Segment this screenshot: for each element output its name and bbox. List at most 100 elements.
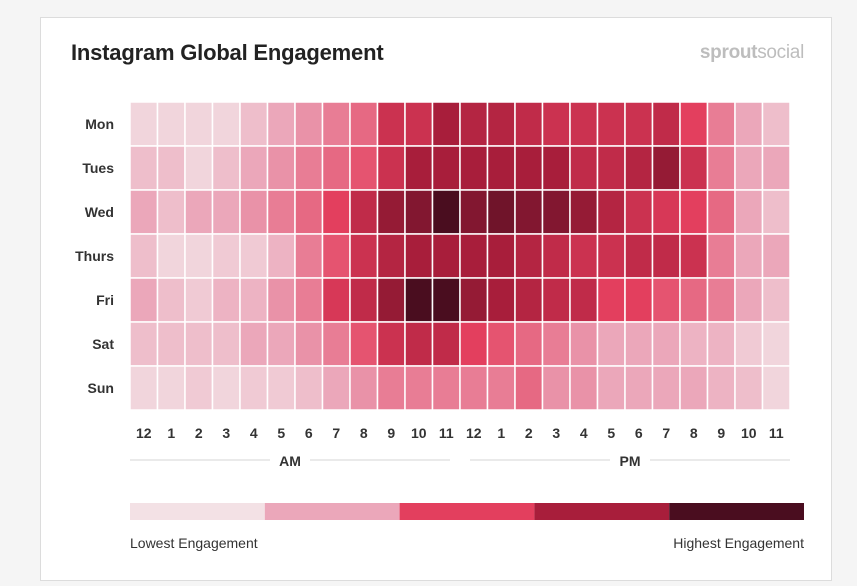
heatmap-cell	[129, 365, 159, 411]
hour-label: 6	[635, 425, 643, 441]
heatmap-cell	[514, 145, 544, 191]
heatmap-cell	[184, 365, 214, 411]
heatmap-cell	[321, 277, 351, 323]
heatmap-cell	[596, 101, 626, 147]
heatmap-cell	[404, 277, 434, 323]
heatmap-cell	[486, 365, 516, 411]
heatmap-cell	[349, 189, 379, 235]
heatmap-cell	[266, 145, 296, 191]
heatmap-cell	[349, 233, 379, 279]
heatmap-cell	[651, 277, 681, 323]
heatmap-cell	[706, 233, 736, 279]
heatmap-cell	[239, 145, 269, 191]
heatmap-cell	[156, 321, 186, 367]
heatmap-cell	[129, 233, 159, 279]
heatmap-cell	[294, 101, 324, 147]
heatmap-cell	[376, 101, 406, 147]
heatmap-cell	[376, 233, 406, 279]
heatmap-cell	[651, 145, 681, 191]
day-label: Fri	[96, 292, 114, 308]
heatmap-cell	[239, 277, 269, 323]
heatmap-cell	[541, 145, 571, 191]
period-label-bg	[270, 450, 310, 470]
brand-logo-regular: social	[757, 42, 804, 63]
heatmap-cell	[486, 101, 516, 147]
hour-label: 5	[607, 425, 615, 441]
heatmap-cell	[541, 233, 571, 279]
heatmap-cell	[321, 233, 351, 279]
heatmap-cell	[459, 189, 489, 235]
heatmap-cell	[734, 277, 764, 323]
heatmap-cell	[211, 277, 241, 323]
hour-label: 7	[662, 425, 670, 441]
heatmap-cell	[706, 321, 736, 367]
heatmap-cell	[761, 365, 791, 411]
hour-label: 1	[497, 425, 505, 441]
heatmap-cell	[349, 101, 379, 147]
heatmap-cell	[211, 189, 241, 235]
heatmap-cell	[321, 365, 351, 411]
hour-label: 9	[717, 425, 725, 441]
heatmap-cell	[486, 189, 516, 235]
heatmap-cell	[404, 145, 434, 191]
heatmap-cell	[624, 233, 654, 279]
heatmap-cell	[349, 321, 379, 367]
heatmap-cell	[376, 145, 406, 191]
heatmap-cell	[459, 365, 489, 411]
heatmap-cell	[459, 277, 489, 323]
heatmap-cell	[679, 365, 709, 411]
heatmap-cell	[459, 145, 489, 191]
heatmap-cell	[184, 321, 214, 367]
heatmap-cell	[514, 365, 544, 411]
heatmap-cell	[624, 321, 654, 367]
heatmap-cell	[211, 101, 241, 147]
period-label-bg	[610, 450, 650, 470]
heatmap-cell	[541, 321, 571, 367]
heatmap-cell	[431, 365, 461, 411]
heatmap-cell	[596, 189, 626, 235]
heatmap-cell	[651, 189, 681, 235]
heatmap-cell	[706, 189, 736, 235]
heatmap-cell	[321, 189, 351, 235]
heatmap-cell	[706, 101, 736, 147]
heatmap-cell	[349, 365, 379, 411]
heatmap-cell	[321, 145, 351, 191]
day-label: Wed	[85, 204, 114, 220]
heatmap-cell	[266, 233, 296, 279]
heatmap-cell	[376, 189, 406, 235]
hour-label: 2	[525, 425, 533, 441]
heatmap-cell	[679, 321, 709, 367]
heatmap-cell	[129, 321, 159, 367]
heatmap-cell	[129, 101, 159, 147]
heatmap-cell	[459, 233, 489, 279]
heatmap-cell	[294, 321, 324, 367]
heatmap-cell	[156, 189, 186, 235]
heatmap-cell	[734, 145, 764, 191]
heatmap-cell	[266, 365, 296, 411]
heatmap-cell	[156, 101, 186, 147]
heatmap-cell	[129, 277, 159, 323]
heatmap-cell	[569, 101, 599, 147]
heatmap-cell	[679, 233, 709, 279]
heatmap-cell	[321, 101, 351, 147]
brand-logo: sproutsocial	[700, 42, 804, 64]
heatmap-cell	[156, 365, 186, 411]
heatmap-cell	[404, 365, 434, 411]
day-label: Sun	[88, 380, 114, 396]
hour-label: 11	[439, 425, 454, 441]
hour-label: 6	[305, 425, 313, 441]
heatmap-cell	[211, 233, 241, 279]
heatmap-cell	[541, 365, 571, 411]
heatmap-cell	[734, 233, 764, 279]
heatmap-cell	[294, 277, 324, 323]
heatmap-cell	[431, 233, 461, 279]
heatmap-cell	[596, 321, 626, 367]
heatmap-cell	[706, 277, 736, 323]
day-label: Thurs	[75, 248, 114, 264]
heatmap-cell	[596, 365, 626, 411]
heatmap-cell	[431, 321, 461, 367]
heatmap-cell	[129, 189, 159, 235]
brand-logo-bold: sprout	[699, 42, 758, 63]
hour-label: 5	[277, 425, 285, 441]
